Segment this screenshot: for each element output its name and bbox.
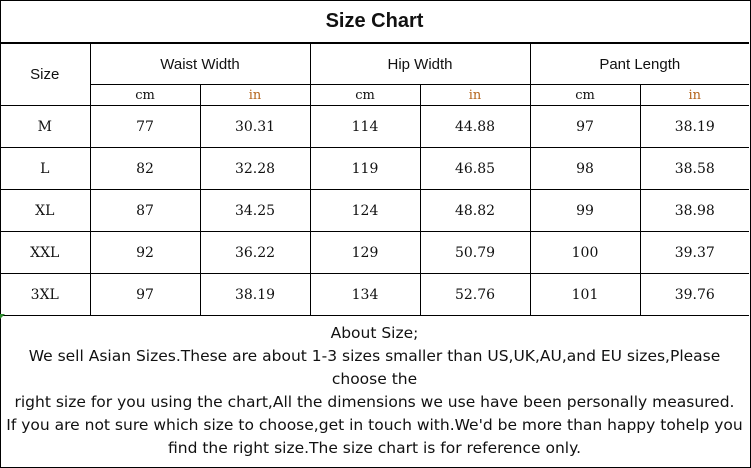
cell-size: M [0, 105, 91, 148]
cell-size: 3XL [0, 273, 91, 316]
cell-waist-cm: 97 [89, 273, 201, 316]
table-row: XL 87 34.25 124 48.82 99 38.98 [0, 189, 750, 232]
cell-hip-in: 48.82 [419, 189, 531, 232]
corner-mark [0, 314, 5, 319]
cell-waist-in: 32.28 [199, 147, 311, 190]
cell-waist-in: 38.19 [199, 273, 311, 316]
units-row: cm in cm in cm in [0, 84, 750, 106]
unit-hip-in: in [419, 84, 531, 106]
cell-length-cm: 99 [529, 189, 641, 232]
cell-length-cm: 97 [529, 105, 641, 148]
cell-length-in: 38.19 [639, 105, 750, 148]
about-heading: About Size; [330, 324, 419, 342]
cell-hip-cm: 129 [309, 231, 421, 274]
cell-hip-cm: 124 [309, 189, 421, 232]
cell-size: XXL [0, 231, 91, 274]
unit-waist-cm: cm [90, 84, 201, 106]
table-row: M 77 30.31 114 44.88 97 38.19 [0, 105, 750, 148]
unit-length-cm: cm [529, 84, 641, 106]
cell-length-in: 38.58 [639, 147, 750, 190]
about-line: find the right size.The size chart is fo… [168, 439, 581, 457]
cell-waist-cm: 82 [89, 147, 201, 190]
cell-hip-cm: 134 [309, 273, 421, 316]
cell-length-cm: 100 [529, 231, 641, 274]
cell-hip-cm: 114 [309, 105, 421, 148]
cell-hip-in: 52.76 [419, 273, 531, 316]
header-hip: Hip Width [309, 43, 531, 85]
cell-length-in: 39.76 [639, 273, 750, 316]
unit-waist-in: in [199, 84, 311, 106]
unit-length-in: in [639, 84, 750, 106]
cell-waist-in: 36.22 [199, 231, 311, 274]
about-line: We sell Asian Sizes.These are about 1-3 … [28, 347, 721, 388]
about-line: If you are not sure which size to choose… [6, 416, 743, 434]
cell-size: XL [0, 189, 91, 232]
size-table: Size Waist Width Hip Width Pant Length c… [0, 43, 750, 316]
header-size: Size [0, 43, 91, 106]
cell-hip-in: 44.88 [419, 105, 531, 148]
cell-waist-cm: 92 [89, 231, 201, 274]
header-row: Size Waist Width Hip Width Pant Length [0, 43, 750, 106]
cell-length-in: 38.98 [639, 189, 750, 232]
cell-length-cm: 101 [529, 273, 641, 316]
cell-length-cm: 98 [529, 147, 641, 190]
cell-size: L [0, 147, 91, 190]
table-row: XXL 92 36.22 129 50.79 100 39.37 [0, 231, 750, 274]
table-row: 3XL 97 38.19 134 52.76 101 39.76 [0, 273, 750, 316]
cell-waist-cm: 77 [89, 105, 201, 148]
cell-waist-in: 34.25 [199, 189, 311, 232]
cell-hip-in: 46.85 [419, 147, 531, 190]
cell-hip-in: 50.79 [419, 231, 531, 274]
cell-hip-cm: 119 [309, 147, 421, 190]
cell-waist-in: 30.31 [199, 105, 311, 148]
header-waist: Waist Width [89, 43, 311, 85]
cell-waist-cm: 87 [89, 189, 201, 232]
unit-hip-cm: cm [309, 84, 421, 106]
header-length: Pant Length [529, 43, 750, 85]
about-line: right size for you using the chart,All t… [14, 393, 735, 411]
about-size-section: About Size; We sell Asian Sizes.These ar… [0, 316, 749, 466]
table-row: L 82 32.28 119 46.85 98 38.58 [0, 147, 750, 190]
chart-title: Size Chart [0, 0, 749, 43]
cell-length-in: 39.37 [639, 231, 750, 274]
